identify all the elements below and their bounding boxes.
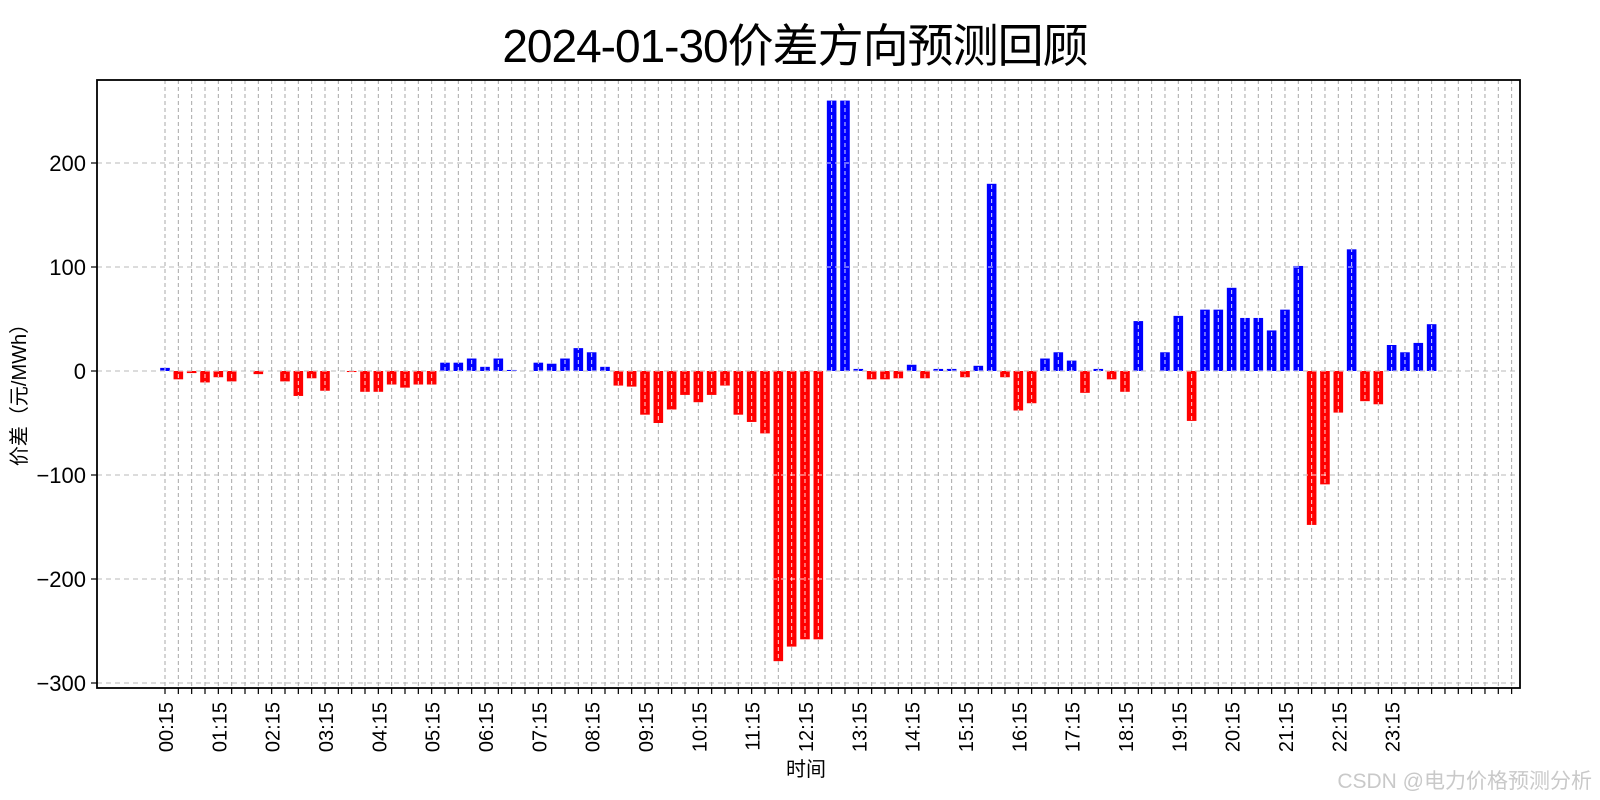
x-tick-label: 02:15 <box>263 702 285 752</box>
bar-22:30 <box>1346 249 1357 371</box>
bar-03:45 <box>346 371 357 373</box>
x-tick-label: 13:15 <box>849 702 871 752</box>
bar-10:45 <box>720 371 730 386</box>
x-tick-label: 08:15 <box>583 702 605 752</box>
x-tick-labels: 00:15 01:15 02:15 03:15 04:15 05:15 06:15 07:15… <box>156 702 1405 752</box>
bar-20:45 <box>1253 317 1264 371</box>
bar-03:15 <box>320 371 330 391</box>
x-tick-label: 07:15 <box>529 702 551 752</box>
axis-ticks <box>91 162 1513 694</box>
bar-19:15 <box>1173 315 1184 371</box>
bar-10:15 <box>693 371 704 403</box>
y-tick-label: 100 <box>49 255 86 280</box>
x-tick-label: 04:15 <box>369 702 391 752</box>
plot-border <box>96 79 1521 689</box>
bar-11:00 <box>733 371 744 415</box>
bar-23:15 <box>1386 345 1397 371</box>
bar-21:00 <box>1266 330 1277 371</box>
chart-title: 2024-01-30价差方向预测回顾 <box>502 20 1087 72</box>
x-tick-label: 16:15 <box>1009 702 1031 752</box>
x-tick-label: 22:15 <box>1329 702 1351 752</box>
bar-17:15 <box>1066 360 1077 371</box>
bar-05:30 <box>440 362 450 371</box>
bar-12:30 <box>813 371 824 640</box>
y-tick-labels: 200 100 0 −100 −200 −300 <box>36 151 86 696</box>
x-tick-label: 19:15 <box>1169 702 1191 752</box>
bar-04:45 <box>400 371 410 388</box>
x-tick-label: 11:15 <box>743 702 765 751</box>
y-tick-label: −100 <box>36 463 86 488</box>
watermark: CSDN @电力价格预测分析 <box>1337 770 1592 793</box>
x-tick-label: 10:15 <box>689 702 711 752</box>
x-tick-label: 09:15 <box>636 702 658 752</box>
bar-08:45 <box>613 371 624 386</box>
bar-02:00 <box>253 371 264 375</box>
bar-06:30 <box>493 358 504 371</box>
bar-05:45 <box>453 362 464 371</box>
bar-00:45 <box>186 371 197 374</box>
x-tick-label: 18:15 <box>1116 702 1138 752</box>
x-tick-label: 20:15 <box>1223 702 1245 752</box>
x-tick-label: 23:15 <box>1383 702 1405 752</box>
bar-22:45 <box>1360 371 1370 402</box>
bar-20:15 <box>1226 287 1237 371</box>
x-tick-label: 14:15 <box>903 702 925 752</box>
bar-06:00 <box>466 358 477 371</box>
bar-07:45 <box>560 358 570 371</box>
bar-20:30 <box>1240 317 1250 371</box>
bar-08:00 <box>573 348 584 371</box>
bar-09:00 <box>626 371 637 387</box>
x-tick-label: 03:15 <box>316 702 338 752</box>
x-tick-label: 01:15 <box>209 702 231 752</box>
y-tick-label: −200 <box>36 567 86 592</box>
bar-16:45 <box>1040 358 1050 371</box>
bar-22:00 <box>1320 371 1330 485</box>
y-tick-label: 200 <box>49 151 86 176</box>
bar-09:15 <box>640 371 650 415</box>
bar-23:00 <box>1373 371 1384 405</box>
bar-07:15 <box>533 362 544 371</box>
y-tick-label: 0 <box>74 359 86 384</box>
x-tick-label: 17:15 <box>1063 702 1085 752</box>
x-tick-label: 00:15 <box>156 702 178 752</box>
x-tick-label: 06:15 <box>476 702 498 752</box>
x-axis-label: 时间 <box>786 758 826 781</box>
x-tick-label: 05:15 <box>423 702 445 752</box>
y-tick-label: −300 <box>36 671 86 696</box>
bar-12:15 <box>800 371 810 640</box>
x-tick-label: 21:15 <box>1276 702 1298 752</box>
x-tick-label: 15:15 <box>956 702 978 752</box>
bar-16:30 <box>1026 371 1037 404</box>
x-tick-label: 12:15 <box>796 702 818 752</box>
y-axis-label: 价差（元/MWh） <box>8 314 31 466</box>
